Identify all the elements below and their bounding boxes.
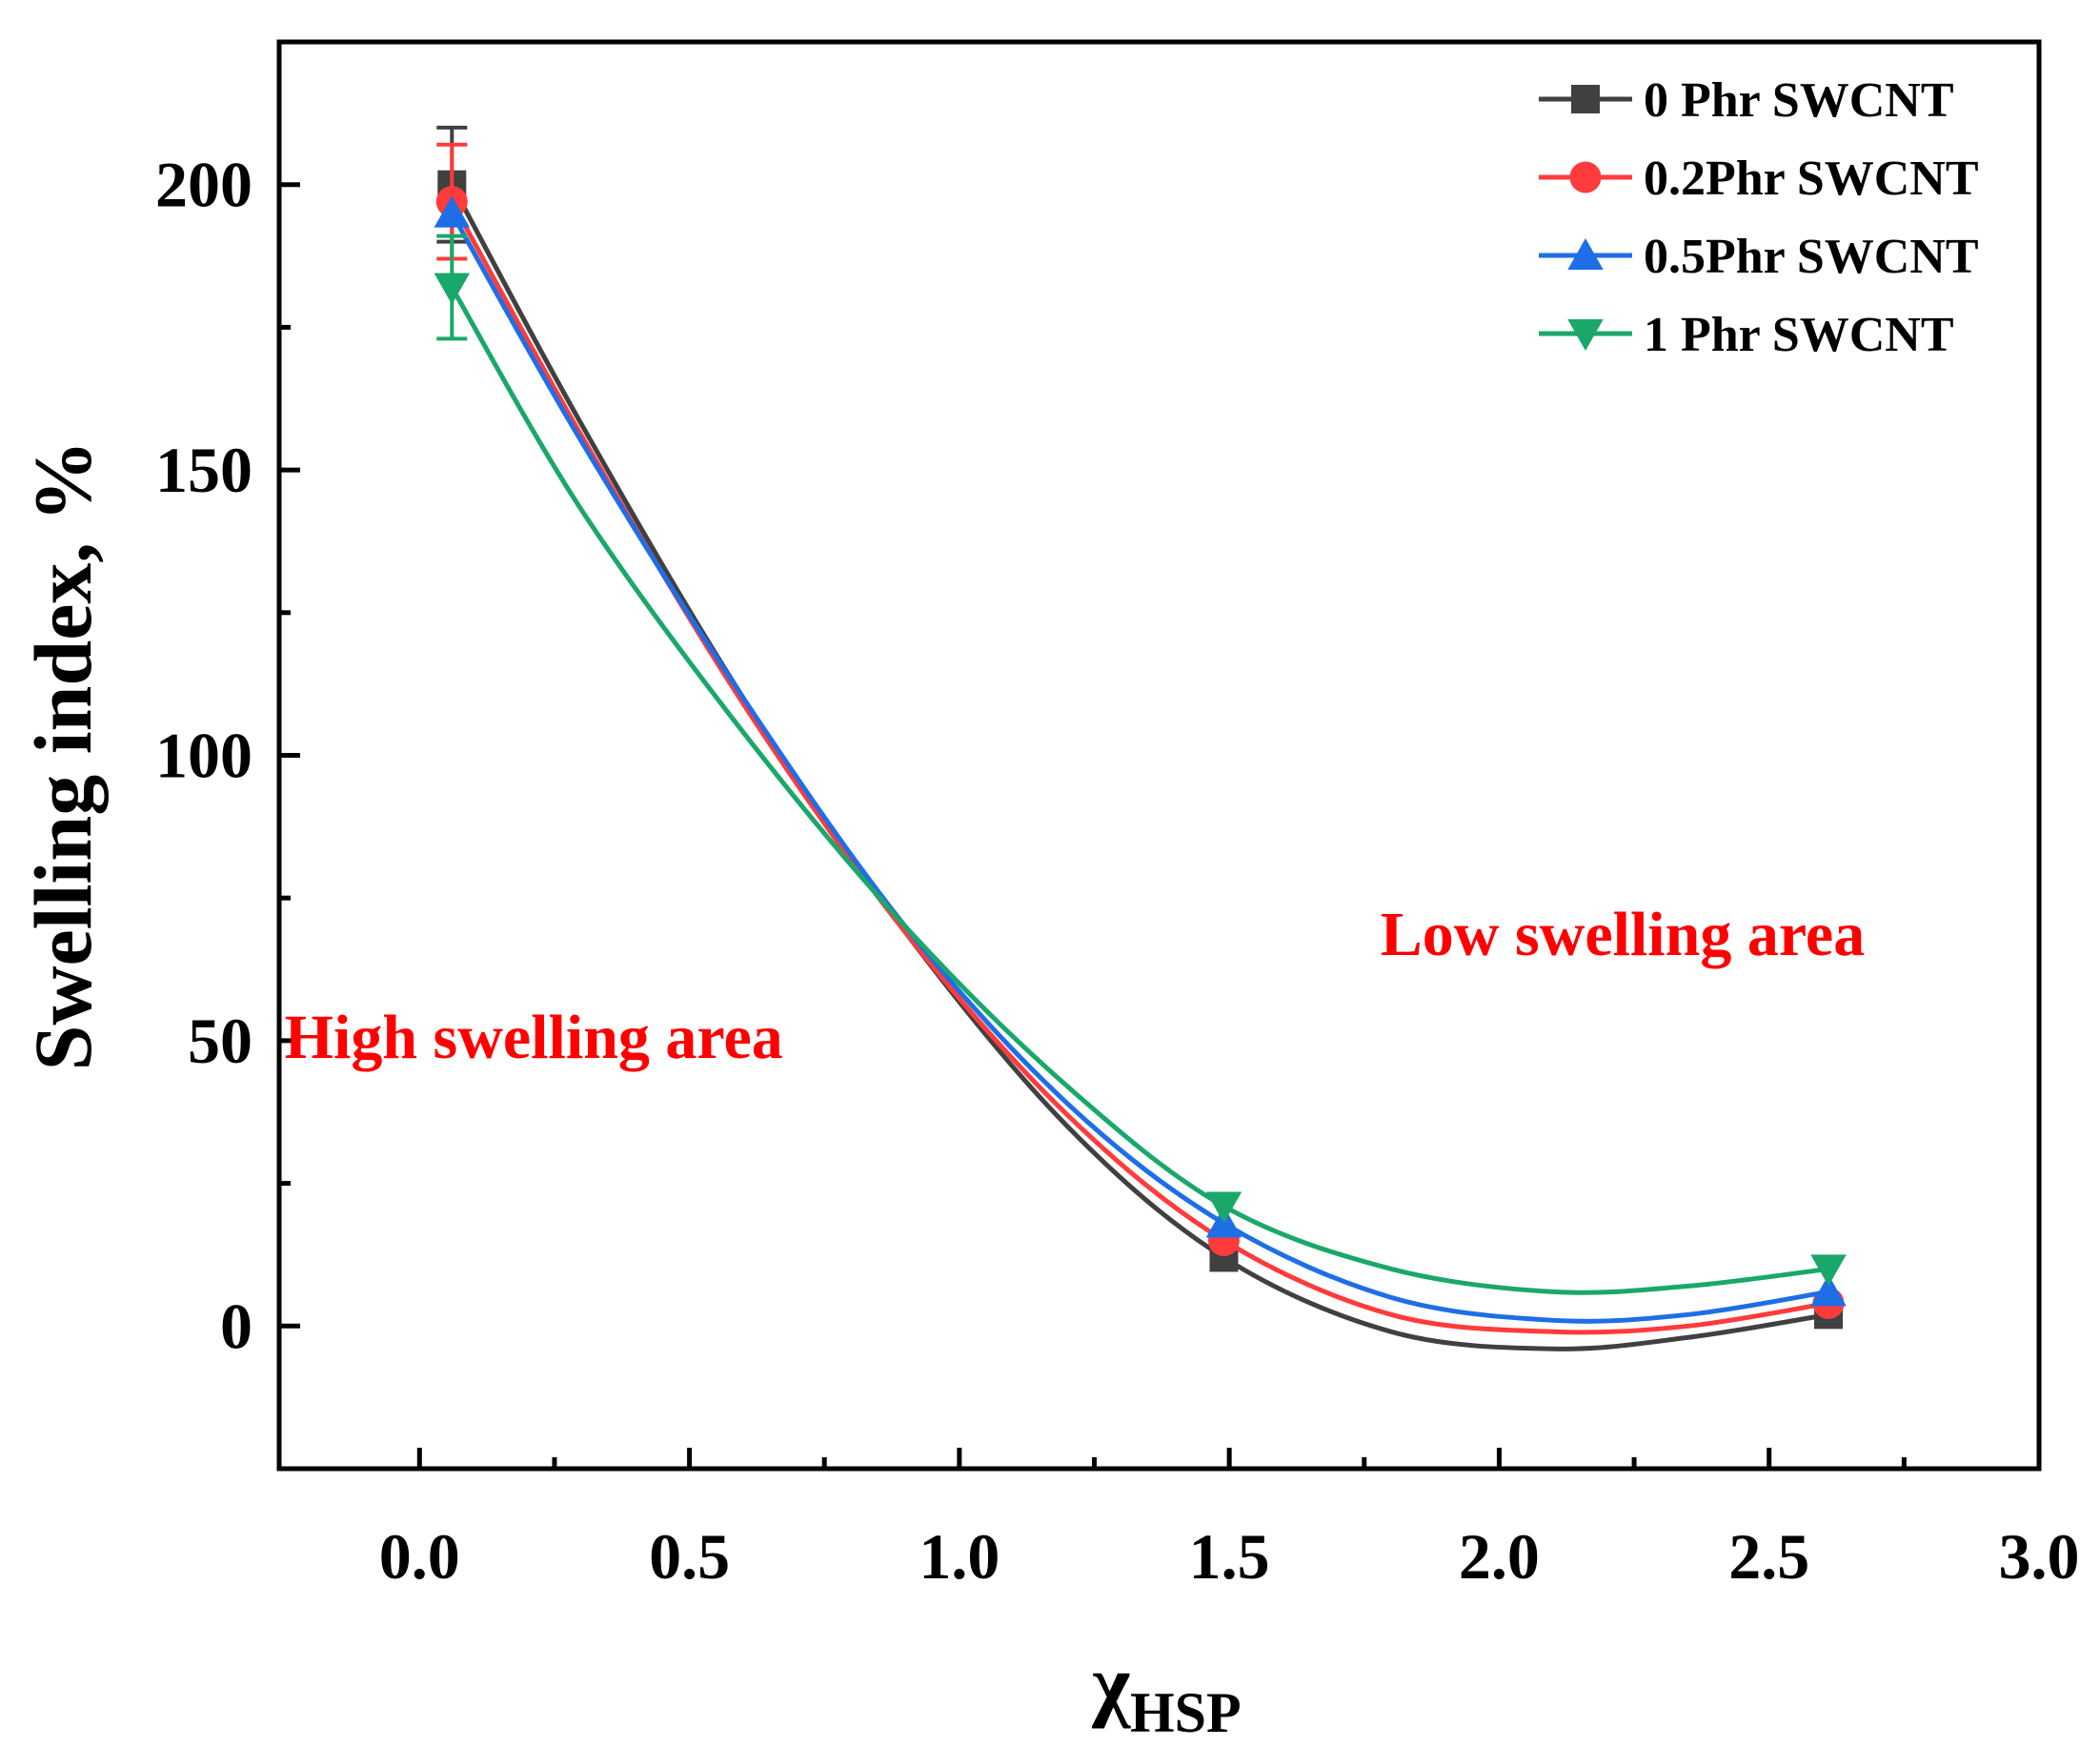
- y-axis-title: Swelling index, %: [17, 440, 109, 1071]
- x-tick-label: 2.0: [1459, 1520, 1540, 1593]
- series-line: [450, 286, 1829, 1295]
- x-axis-title: χHSP: [1091, 1637, 1241, 1744]
- annotation-0: High swelling area: [285, 1003, 783, 1072]
- y-tick-label: 0: [220, 1290, 252, 1362]
- data-point: [1810, 1274, 1847, 1307]
- annotation-1: Low swelling area: [1381, 900, 1865, 969]
- legend-item-3: 1 Phr SWCNT: [1539, 308, 1954, 362]
- y-tick-label: 50: [188, 1005, 252, 1077]
- axes: 0.0 0.5 1.0 1.5 2.0 2.5 3.0 0 50 100 150 200 χHSP Swe…: [17, 39, 2080, 1744]
- legend: 0 Phr SWCNT 0.2Phr SWCNT 0.5Phr SWCNT 1 Phr…: [1539, 73, 1979, 362]
- x-tick-label: 2.5: [1728, 1520, 1809, 1593]
- x-tick-label: 1.5: [1189, 1520, 1270, 1593]
- legend-marker: [1567, 319, 1604, 351]
- x-tick-label: 0.5: [649, 1520, 730, 1593]
- legend-marker: [1571, 85, 1600, 113]
- y-tick-label: 200: [155, 149, 252, 221]
- annotations: High swelling area Low swelling area: [285, 900, 1866, 1072]
- series-3: [434, 234, 1847, 1295]
- legend-item-0: 0 Phr SWCNT: [1539, 73, 1954, 128]
- x-tick-label: 1.0: [919, 1520, 1000, 1593]
- x-axis-title-main: χ: [1091, 1637, 1131, 1729]
- plot-area: [434, 125, 1847, 1351]
- legend-label: 0 Phr SWCNT: [1644, 73, 1954, 128]
- data-point: [434, 195, 471, 228]
- legend-item-2: 0.5Phr SWCNT: [1539, 230, 1979, 284]
- series-line: [450, 212, 1829, 1324]
- legend-label: 0.2Phr SWCNT: [1644, 152, 1979, 206]
- legend-label: 1 Phr SWCNT: [1644, 308, 1954, 362]
- x-tick-label: 0.0: [379, 1520, 460, 1593]
- data-point: [434, 273, 471, 305]
- legend-marker: [1567, 238, 1604, 270]
- data-point: [1810, 1254, 1847, 1287]
- y-tick-label: 150: [155, 434, 252, 506]
- x-axis-title-subscript: HSP: [1130, 1681, 1242, 1744]
- y-tick-label: 100: [155, 720, 252, 792]
- legend-item-1: 0.2Phr SWCNT: [1539, 152, 1979, 206]
- legend-marker: [1569, 161, 1602, 193]
- legend-label: 0.5Phr SWCNT: [1644, 230, 1979, 284]
- x-tick-label: 3.0: [1999, 1520, 2080, 1593]
- data-point: [1205, 1191, 1242, 1224]
- series-line: [450, 183, 1829, 1351]
